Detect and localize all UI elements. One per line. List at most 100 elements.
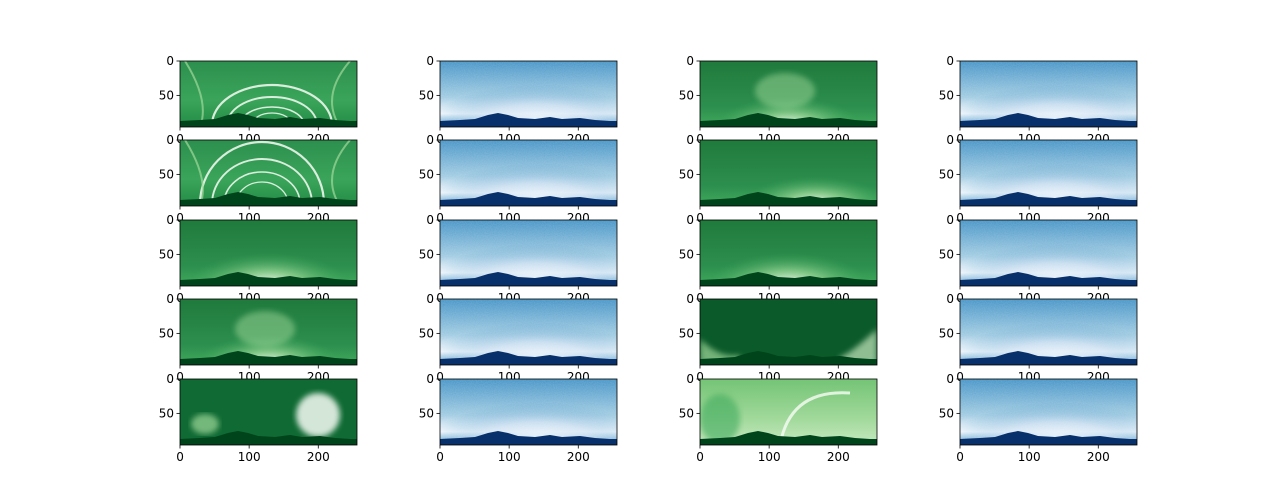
axes-frame xyxy=(179,60,358,128)
horizon-silhouette xyxy=(960,431,1137,445)
x-tick-label: 0 xyxy=(696,291,704,305)
horizon-silhouette xyxy=(440,431,617,445)
y-tick-label: 50 xyxy=(679,88,694,102)
x-tick-label: 0 xyxy=(956,450,964,464)
y-tick-label: 0 xyxy=(686,133,694,147)
y-tick-label: 50 xyxy=(159,88,174,102)
axes-frame xyxy=(699,139,878,207)
x-tick-label: 0 xyxy=(696,211,704,225)
x-tick-label: 0 xyxy=(956,370,964,384)
axes-frame xyxy=(699,378,878,446)
horizon-silhouette xyxy=(700,272,877,286)
y-tick-label: 0 xyxy=(946,213,954,227)
y-tick-label: 50 xyxy=(419,88,434,102)
axes-frame xyxy=(959,139,1138,207)
x-tick-label: 0 xyxy=(436,132,444,146)
x-tick-label: 0 xyxy=(436,211,444,225)
y-tick-label: 50 xyxy=(419,247,434,261)
horizon-silhouette xyxy=(700,113,877,127)
axes-frame xyxy=(959,219,1138,287)
y-tick-label: 50 xyxy=(159,326,174,340)
y-tick-label: 0 xyxy=(686,54,694,68)
axes-frame xyxy=(439,139,618,207)
horizon-silhouette xyxy=(960,113,1137,127)
y-tick-label: 50 xyxy=(939,326,954,340)
y-tick-label: 50 xyxy=(939,247,954,261)
y-tick-label: 50 xyxy=(419,167,434,181)
y-tick-label: 50 xyxy=(159,406,174,420)
axes-frame xyxy=(439,60,618,128)
y-tick-label: 0 xyxy=(166,292,174,306)
y-tick-label: 0 xyxy=(426,54,434,68)
horizon-silhouette xyxy=(180,272,357,286)
y-tick-label: 50 xyxy=(159,167,174,181)
x-tick-label: 0 xyxy=(176,450,184,464)
y-tick-label: 0 xyxy=(946,54,954,68)
horizon-silhouette xyxy=(440,272,617,286)
horizon-silhouette xyxy=(960,192,1137,206)
axes-frame xyxy=(699,60,878,128)
heatmap-panel-4-1: 0 50 0 100 200 xyxy=(419,372,618,464)
horizon-silhouette xyxy=(700,431,877,445)
horizon-silhouette xyxy=(180,192,357,206)
x-tick-label: 0 xyxy=(696,450,704,464)
axes-frame xyxy=(179,219,358,287)
y-tick-label: 50 xyxy=(679,406,694,420)
horizon-silhouette xyxy=(440,351,617,365)
y-tick-label: 0 xyxy=(166,133,174,147)
heatmap-panel-4-2: 0 50 0 100 200 xyxy=(679,372,878,464)
x-tick-label: 100 xyxy=(498,450,521,464)
x-tick-label: 0 xyxy=(176,370,184,384)
x-tick-label: 200 xyxy=(307,450,330,464)
x-tick-label: 0 xyxy=(956,211,964,225)
axes-frame xyxy=(959,60,1138,128)
axes-frame xyxy=(179,139,358,207)
horizon-silhouette xyxy=(700,192,877,206)
x-tick-label: 0 xyxy=(956,291,964,305)
horizon-silhouette xyxy=(180,431,357,445)
horizon-silhouette xyxy=(960,351,1137,365)
x-tick-label: 100 xyxy=(238,450,261,464)
y-tick-label: 50 xyxy=(159,247,174,261)
x-tick-label: 0 xyxy=(696,370,704,384)
axes-frame xyxy=(439,219,618,287)
y-tick-label: 0 xyxy=(166,54,174,68)
axes-frame xyxy=(439,378,618,446)
x-tick-label: 100 xyxy=(1018,450,1041,464)
x-tick-label: 0 xyxy=(176,132,184,146)
y-tick-label: 50 xyxy=(939,88,954,102)
x-tick-label: 200 xyxy=(827,450,850,464)
y-tick-label: 50 xyxy=(679,167,694,181)
x-tick-label: 0 xyxy=(436,291,444,305)
y-tick-label: 0 xyxy=(686,372,694,386)
x-tick-label: 0 xyxy=(436,450,444,464)
y-tick-label: 0 xyxy=(426,372,434,386)
y-tick-label: 50 xyxy=(939,406,954,420)
y-tick-label: 0 xyxy=(686,292,694,306)
x-tick-label: 0 xyxy=(436,370,444,384)
x-tick-label: 0 xyxy=(176,211,184,225)
horizon-silhouette xyxy=(960,272,1137,286)
axes-frame xyxy=(699,219,878,287)
y-tick-label: 50 xyxy=(939,167,954,181)
horizon-silhouette xyxy=(440,113,617,127)
horizon-silhouette xyxy=(440,192,617,206)
axes-frame xyxy=(959,378,1138,446)
y-tick-label: 0 xyxy=(426,213,434,227)
horizon-silhouette xyxy=(180,351,357,365)
